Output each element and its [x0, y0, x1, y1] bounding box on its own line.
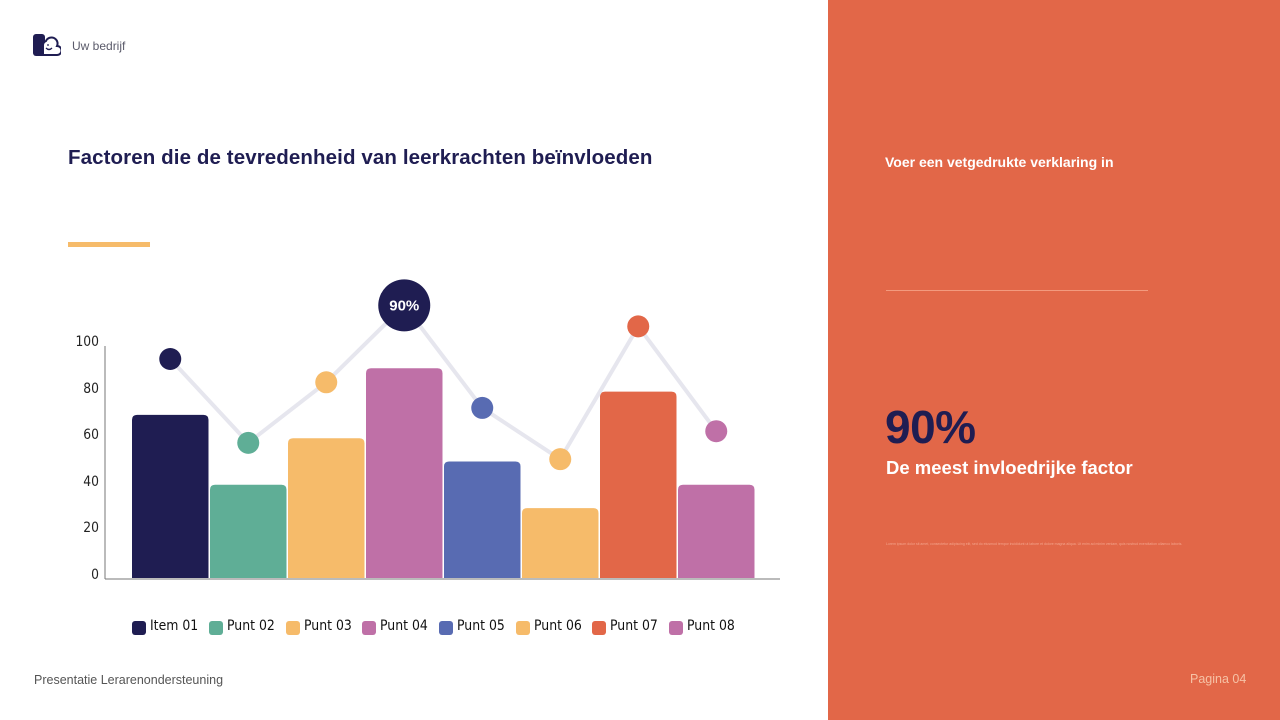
- panel-body-text: Lorem ipsum dolor sit amet, consectetur …: [886, 542, 1183, 546]
- y-tick: 80: [83, 381, 99, 397]
- legend-swatch: [438, 621, 453, 635]
- page-number: Pagina 04: [1190, 672, 1247, 686]
- slide-title: Factoren die de tevredenheid van leerkra…: [68, 146, 653, 169]
- chart-bar: [288, 438, 365, 578]
- highlight-bubble: [378, 279, 431, 332]
- legend-swatch: [285, 621, 300, 635]
- stat-label: De meest invloedrijke factor: [886, 457, 1133, 478]
- y-tick: 40: [83, 474, 99, 490]
- legend-item: Punt 05: [438, 617, 507, 635]
- chart-bar: [678, 484, 755, 578]
- legend-swatch: [209, 621, 224, 635]
- title-accent-bar: [68, 242, 150, 247]
- y-tick: 100: [75, 334, 99, 350]
- legend-label: Punt 07: [610, 618, 659, 634]
- legend-label: Punt 03: [303, 618, 352, 634]
- y-tick: 20: [83, 520, 99, 536]
- highlight-panel: [828, 0, 1280, 720]
- legend-swatch: [592, 621, 607, 635]
- company-name: Uw bedrijf: [72, 39, 126, 53]
- panel-divider: [886, 290, 1148, 291]
- chart-bar: [444, 461, 521, 578]
- footer-presentation-title: Presentatie Lerarenondersteuning: [34, 673, 224, 687]
- legend-label: Punt 02: [227, 618, 275, 634]
- legend-item: Punt 03: [285, 617, 354, 635]
- legend-item: Punt 07: [592, 617, 660, 635]
- line-marker: [159, 347, 182, 370]
- legend-label: Punt 05: [456, 618, 505, 634]
- big-stat: 90%: [885, 401, 976, 453]
- legend-label: Punt 08: [686, 618, 735, 634]
- line-marker: [471, 396, 494, 419]
- line-marker: [705, 420, 728, 443]
- legend-swatch: [668, 621, 683, 635]
- chart-bar: [522, 508, 599, 578]
- legend-item: Punt 04: [362, 617, 430, 635]
- line-marker: [627, 315, 650, 338]
- legend-swatch: [515, 621, 530, 635]
- y-tick: 60: [83, 427, 99, 443]
- chart-bar: [366, 368, 443, 578]
- chart-bar: [600, 391, 677, 578]
- line-marker: [549, 448, 572, 471]
- bold-statement: Voer een vetgedrukte verklaring in: [885, 154, 1114, 170]
- line-marker: [237, 431, 260, 454]
- legend-item: Punt 08: [668, 617, 737, 635]
- trend-line: [168, 303, 718, 462]
- legend-item: Punt 06: [515, 617, 584, 635]
- legend-label: Punt 06: [533, 618, 582, 634]
- legend-label: Item 01: [150, 618, 199, 634]
- bar-chart: 90%: [104, 279, 780, 580]
- line-marker: [315, 371, 338, 394]
- slide-content: Uw bedrijf Factoren die de tevredenheid …: [33, 34, 780, 687]
- legend-swatch: [362, 621, 377, 635]
- cloud-smile-icon: [33, 34, 61, 56]
- y-tick: 0: [91, 567, 99, 583]
- chart-legend: Item 01 Punt 02 Punt 03 Punt 04 Punt 05 Punt …: [132, 617, 745, 635]
- legend-swatch: [132, 621, 146, 635]
- legend-label: Punt 04: [380, 618, 429, 634]
- chart-bar: [132, 414, 209, 578]
- chart-bar: [210, 484, 287, 578]
- highlight-label: 90%: [389, 297, 419, 314]
- legend-item: Item 01: [132, 617, 200, 635]
- legend-item: Punt 02: [209, 617, 277, 635]
